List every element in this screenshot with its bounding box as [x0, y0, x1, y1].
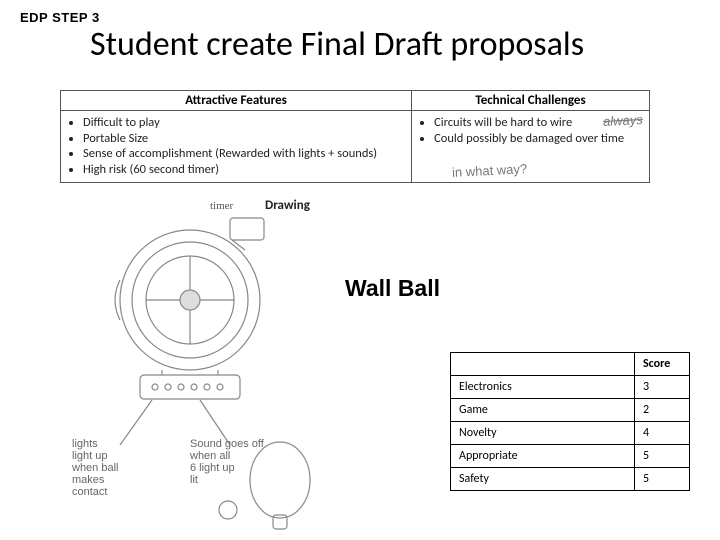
score-label: Electronics: [451, 376, 635, 399]
score-value: 5: [635, 445, 690, 468]
score-label: Appropriate: [451, 445, 635, 468]
score-value: 4: [635, 422, 690, 445]
attractive-item: Portable Size: [83, 131, 405, 147]
features-body-row: Difficult to play Portable Size Sense of…: [61, 111, 650, 183]
score-label: Game: [451, 399, 635, 422]
score-label: Novelty: [451, 422, 635, 445]
score-row: Appropriate 5: [451, 445, 690, 468]
score-value: 5: [635, 468, 690, 491]
features-header-row: Attractive Features Technical Challenges: [61, 91, 650, 111]
handwriting-way: in what way?: [452, 161, 528, 180]
score-row: Game 2: [451, 399, 690, 422]
score-header-row: Score: [451, 353, 690, 376]
project-name: Wall Ball: [345, 275, 440, 302]
page-title: Student create Final Draft proposals: [90, 24, 584, 65]
handwriting-sounds: Sound goes offwhen all6 light uplit: [190, 438, 300, 486]
attractive-item: Sense of accomplishment (Rewarded with l…: [83, 146, 405, 162]
score-label: Safety: [451, 468, 635, 491]
score-row: Novelty 4: [451, 422, 690, 445]
technical-header: Technical Challenges: [412, 91, 650, 111]
attractive-header: Attractive Features: [61, 91, 412, 111]
handwriting-lights: lightslight upwhen ballmakescontact: [72, 438, 152, 498]
handwriting-always: always: [603, 112, 643, 129]
score-table: Score Electronics 3 Game 2 Novelty 4 App…: [450, 352, 690, 491]
score-value: 3: [635, 376, 690, 399]
attractive-cell: Difficult to play Portable Size Sense of…: [61, 111, 412, 183]
attractive-item: Difficult to play: [83, 115, 405, 131]
technical-item: Could possibly be damaged over time: [434, 131, 643, 147]
step-label: EDP STEP 3: [20, 10, 100, 25]
features-table: Attractive Features Technical Challenges…: [60, 90, 650, 183]
score-value: 2: [635, 399, 690, 422]
score-row: Electronics 3: [451, 376, 690, 399]
score-header: Score: [635, 353, 690, 376]
score-row: Safety 5: [451, 468, 690, 491]
technical-cell: Circuits will be hard to wire Could poss…: [412, 111, 650, 183]
score-blank-header: [451, 353, 635, 376]
attractive-item: High risk (60 second timer): [83, 162, 405, 178]
